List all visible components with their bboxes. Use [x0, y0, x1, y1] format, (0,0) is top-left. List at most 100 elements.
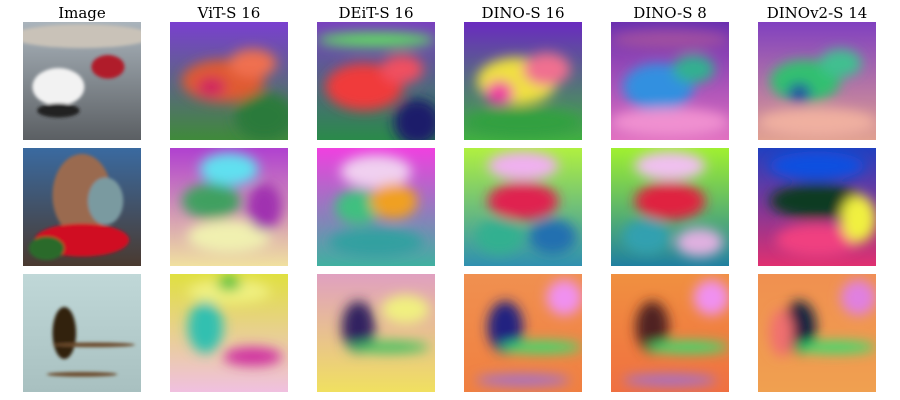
image-region [381, 295, 430, 324]
image-region [840, 279, 876, 316]
image-region [317, 32, 435, 47]
image-region [229, 49, 277, 78]
image-region [393, 98, 435, 140]
image-region [187, 279, 271, 304]
image-region [634, 182, 706, 220]
image-content [769, 279, 876, 357]
image-region [46, 371, 118, 377]
image-region [37, 103, 80, 118]
image-region [340, 155, 412, 189]
image-region [370, 183, 418, 219]
image-region [199, 152, 259, 186]
image-region [523, 52, 571, 86]
image-cell [464, 148, 582, 266]
image-region [246, 183, 283, 231]
image-content [181, 49, 288, 140]
column-title: DINO-S 8 [633, 4, 707, 22]
image-region [223, 347, 283, 367]
image-region [769, 309, 794, 357]
image-region [622, 218, 671, 255]
column-title: DINO-S 16 [481, 4, 564, 22]
image-region [646, 341, 729, 354]
image-cell [317, 22, 435, 140]
image-region [672, 55, 715, 84]
image-region [52, 342, 136, 348]
image-cell [758, 274, 876, 392]
image-background [317, 274, 435, 392]
image-region [528, 218, 577, 255]
image-region [793, 341, 876, 354]
image-content [23, 24, 141, 118]
image-cell [464, 274, 582, 392]
image-cell [170, 148, 288, 266]
image-region [819, 49, 862, 78]
image-cell [758, 22, 876, 140]
image-region [487, 182, 559, 220]
image-cell [611, 22, 729, 140]
image-content [341, 295, 430, 354]
image-region [217, 276, 241, 291]
image-region [499, 341, 582, 354]
image-region [769, 183, 865, 219]
image-region [234, 92, 288, 140]
image-cell [170, 274, 288, 392]
image-content [611, 30, 729, 137]
image-cell [170, 22, 288, 140]
image-content [181, 152, 283, 254]
image-cell [317, 274, 435, 392]
image-region [487, 151, 559, 180]
image-region [634, 151, 706, 180]
image-region [475, 374, 571, 387]
image-region [328, 228, 424, 257]
image-region [622, 374, 718, 387]
image-cell [23, 148, 141, 266]
image-content [46, 307, 136, 377]
image-cell [464, 22, 582, 140]
image-region [485, 81, 514, 105]
image-region [23, 24, 141, 48]
image-region [840, 195, 876, 243]
image-region [611, 30, 729, 50]
image-region [693, 279, 729, 316]
image-region [91, 55, 125, 79]
image-region [769, 151, 865, 180]
image-region [775, 223, 859, 257]
image-region [32, 68, 85, 106]
image-region [181, 183, 241, 219]
image-cell [23, 274, 141, 392]
image-region [28, 236, 65, 261]
image-region [52, 307, 77, 359]
image-cell [317, 148, 435, 266]
image-region [475, 218, 523, 255]
column-title: DEiT-S 16 [338, 4, 413, 22]
image-cell [23, 22, 141, 140]
column-title: DINOv2-S 14 [767, 4, 868, 22]
image-region [197, 77, 226, 97]
image-region [487, 301, 523, 354]
image-content [769, 151, 876, 257]
image-content [187, 276, 283, 367]
image-region [380, 55, 424, 84]
image-cell [611, 148, 729, 266]
image-content [475, 279, 582, 387]
image-content [317, 32, 435, 140]
image-region [346, 341, 430, 354]
image-content [758, 49, 876, 137]
image-region [334, 189, 382, 225]
image-content [328, 155, 424, 257]
image-region [87, 177, 124, 225]
image-region [187, 301, 224, 354]
image-content [622, 151, 724, 257]
image-region [341, 301, 375, 354]
image-region [187, 219, 271, 254]
image-region [787, 83, 812, 103]
image-content [28, 153, 130, 261]
image-region [546, 279, 582, 316]
image-cell [611, 274, 729, 392]
image-region [635, 301, 669, 354]
column-title: Image [58, 4, 106, 22]
image-cell [758, 148, 876, 266]
image-content [464, 52, 582, 137]
image-content [475, 151, 577, 255]
image-content [622, 279, 729, 387]
